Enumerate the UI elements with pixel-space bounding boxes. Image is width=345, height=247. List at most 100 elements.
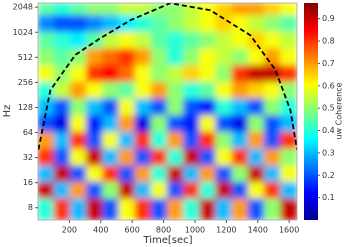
heat-cell [118, 81, 136, 100]
heat-cell [102, 3, 120, 17]
colorbar-tick-label: 0.6 [322, 81, 335, 90]
heat-cell [102, 198, 120, 220]
heat-cell [263, 165, 282, 183]
heat-cell [231, 165, 249, 183]
heat-cell [53, 15, 71, 33]
heat-cell [118, 31, 136, 50]
heat-cell [134, 198, 152, 220]
heat-cell [199, 65, 217, 83]
heat-cell [134, 115, 152, 133]
heat-cell [38, 115, 55, 133]
heat-cell [166, 115, 185, 133]
heat-cell [215, 3, 233, 17]
heat-cell [134, 3, 152, 17]
heat-cell [134, 15, 152, 33]
heat-cell [215, 198, 233, 220]
heat-cell [134, 98, 152, 117]
heat-cell [263, 15, 282, 33]
heat-cell [166, 98, 185, 117]
heat-cell [150, 115, 168, 133]
heat-cell [263, 198, 282, 220]
heat-cell [183, 3, 201, 17]
heat-cell [183, 131, 201, 150]
y-axis-label: Hz [2, 105, 13, 118]
heat-cell [53, 48, 71, 67]
heat-cell [86, 198, 104, 220]
heat-cell [38, 65, 55, 83]
heat-cell [247, 98, 265, 117]
heat-cell [231, 15, 249, 33]
heat-cell [199, 15, 217, 33]
heat-cell [247, 3, 265, 17]
heat-cell [280, 48, 297, 67]
heat-cell [280, 165, 297, 183]
heat-cell [134, 81, 152, 100]
heat-cell [69, 198, 88, 220]
heat-cell [280, 198, 297, 220]
heat-cell [231, 98, 249, 117]
heat-cell [280, 65, 297, 83]
heat-cell [231, 3, 249, 17]
heat-cell [69, 15, 88, 33]
y-tick-label: 64 [23, 128, 33, 137]
heat-cell [183, 48, 201, 67]
x-tick-label: 800 [156, 226, 171, 235]
y-tick-label: 2048 [13, 3, 33, 12]
heat-cell [53, 165, 71, 183]
heat-cell [53, 115, 71, 133]
colorbar-label: uw Coherence [335, 82, 344, 139]
heat-cell [134, 148, 152, 167]
heat-cell [247, 181, 265, 200]
heat-cell [102, 48, 120, 67]
heat-cell [231, 65, 249, 83]
x-tick-label: 600 [125, 226, 140, 235]
heat-cell [69, 65, 88, 83]
heat-cell [199, 198, 217, 220]
y-tick-label: 16 [23, 178, 33, 187]
colorbar-tick-label: 0.8 [322, 37, 335, 46]
heat-cell [166, 48, 185, 67]
heat-cell [215, 165, 233, 183]
heat-cell [69, 131, 88, 150]
heat-cell [38, 181, 55, 200]
heat-cell [166, 65, 185, 83]
heat-cell [231, 31, 249, 50]
heat-cell [183, 198, 201, 220]
heat-cell [150, 65, 168, 83]
heat-cell [150, 3, 168, 17]
heat-cell [199, 115, 217, 133]
heat-cell [86, 115, 104, 133]
heat-cell [215, 65, 233, 83]
heat-cell [199, 98, 217, 117]
heat-cell [231, 115, 249, 133]
heat-cell [247, 31, 265, 50]
heat-cell [38, 198, 55, 220]
heat-cell [86, 148, 104, 167]
heat-cell [215, 98, 233, 117]
heat-cell [247, 15, 265, 33]
x-tick-label: 1000 [185, 226, 205, 235]
heat-cell [69, 48, 88, 67]
heat-cell [231, 148, 249, 167]
heat-cell [118, 115, 136, 133]
plot-frame [37, 2, 298, 221]
heat-cell [134, 31, 152, 50]
heat-cell [247, 48, 265, 67]
heat-cell [102, 15, 120, 33]
heat-cell [150, 98, 168, 117]
colorbar-tick-label: 0.7 [322, 59, 335, 68]
heat-cell [215, 181, 233, 200]
heat-cell [53, 148, 71, 167]
heat-cell [247, 148, 265, 167]
heat-cell [53, 3, 71, 17]
heat-cell [215, 81, 233, 100]
heat-cell [150, 81, 168, 100]
heat-cell [231, 198, 249, 220]
heat-cell [215, 31, 233, 50]
colorbar-tick-label: 0.9 [322, 14, 335, 23]
x-tick-label: 400 [93, 226, 108, 235]
heat-cell [150, 31, 168, 50]
heat-cell [86, 131, 104, 150]
y-tick-label: 128 [18, 103, 33, 112]
heat-cell [134, 165, 152, 183]
